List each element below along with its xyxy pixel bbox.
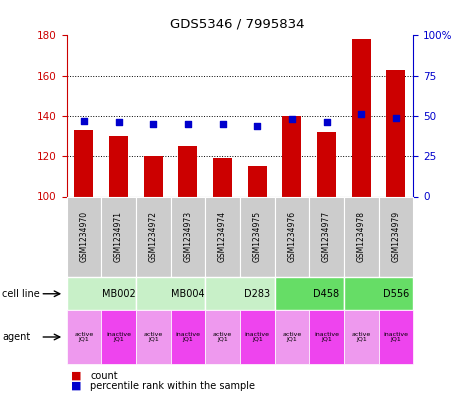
Bar [66, 277, 136, 310]
Text: GSM1234978: GSM1234978 [357, 211, 366, 262]
Point [358, 111, 365, 118]
Bar [386, 70, 406, 196]
Bar [205, 310, 240, 364]
Point [392, 114, 400, 121]
Text: D458: D458 [314, 289, 340, 299]
Text: MB002: MB002 [102, 289, 135, 299]
Point [184, 121, 192, 127]
Bar [136, 310, 171, 364]
Bar [275, 310, 309, 364]
Text: inactive
JQ1: inactive JQ1 [245, 332, 270, 342]
Bar [317, 132, 336, 196]
Bar [240, 196, 275, 277]
Bar [66, 310, 101, 364]
Text: percentile rank within the sample: percentile rank within the sample [90, 381, 255, 391]
Text: GSM1234977: GSM1234977 [322, 211, 331, 263]
Bar [275, 277, 344, 310]
Text: active
JQ1: active JQ1 [282, 332, 302, 342]
Text: GSM1234974: GSM1234974 [218, 211, 227, 263]
Bar [344, 277, 413, 310]
Text: GSM1234972: GSM1234972 [149, 211, 158, 262]
Bar [282, 116, 302, 196]
Bar [240, 310, 275, 364]
Bar [352, 39, 371, 197]
Bar [101, 196, 136, 277]
Text: active
JQ1: active JQ1 [143, 332, 163, 342]
Text: GSM1234975: GSM1234975 [253, 211, 262, 263]
Bar [143, 156, 163, 196]
Bar [171, 196, 205, 277]
Text: GSM1234976: GSM1234976 [287, 211, 296, 263]
Text: MB004: MB004 [171, 289, 205, 299]
Text: GSM1234979: GSM1234979 [391, 211, 400, 263]
Text: cell line: cell line [2, 289, 40, 299]
Bar [213, 158, 232, 196]
Bar [344, 310, 379, 364]
Text: D556: D556 [383, 289, 409, 299]
Text: GSM1234971: GSM1234971 [114, 211, 123, 262]
Bar [379, 310, 413, 364]
Bar [178, 146, 198, 196]
Bar [379, 196, 413, 277]
Bar [309, 196, 344, 277]
Bar [109, 136, 128, 196]
Bar [136, 196, 171, 277]
Bar [205, 277, 275, 310]
Text: GSM1234970: GSM1234970 [79, 211, 88, 263]
Text: agent: agent [2, 332, 30, 342]
Text: inactive
JQ1: inactive JQ1 [175, 332, 200, 342]
Bar [74, 130, 94, 196]
Text: inactive
JQ1: inactive JQ1 [383, 332, 408, 342]
Point [80, 118, 88, 124]
Point [115, 119, 123, 125]
Bar [344, 196, 379, 277]
Point [288, 116, 295, 122]
Text: GDS5346 / 7995834: GDS5346 / 7995834 [170, 18, 305, 31]
Point [218, 121, 227, 127]
Bar [275, 196, 309, 277]
Bar [309, 310, 344, 364]
Bar [101, 310, 136, 364]
Text: active
JQ1: active JQ1 [74, 332, 94, 342]
Point [254, 123, 261, 129]
Bar [171, 310, 205, 364]
Text: active
JQ1: active JQ1 [352, 332, 371, 342]
Text: inactive
JQ1: inactive JQ1 [106, 332, 131, 342]
Text: GSM1234973: GSM1234973 [183, 211, 192, 263]
Bar [205, 196, 240, 277]
Point [149, 121, 157, 127]
Bar [136, 277, 205, 310]
Text: ■: ■ [71, 371, 82, 381]
Point [323, 119, 331, 125]
Bar [247, 166, 267, 196]
Text: ■: ■ [71, 381, 82, 391]
Text: inactive
JQ1: inactive JQ1 [314, 332, 339, 342]
Text: active
JQ1: active JQ1 [213, 332, 232, 342]
Bar [66, 196, 101, 277]
Text: D283: D283 [244, 289, 270, 299]
Text: count: count [90, 371, 118, 381]
